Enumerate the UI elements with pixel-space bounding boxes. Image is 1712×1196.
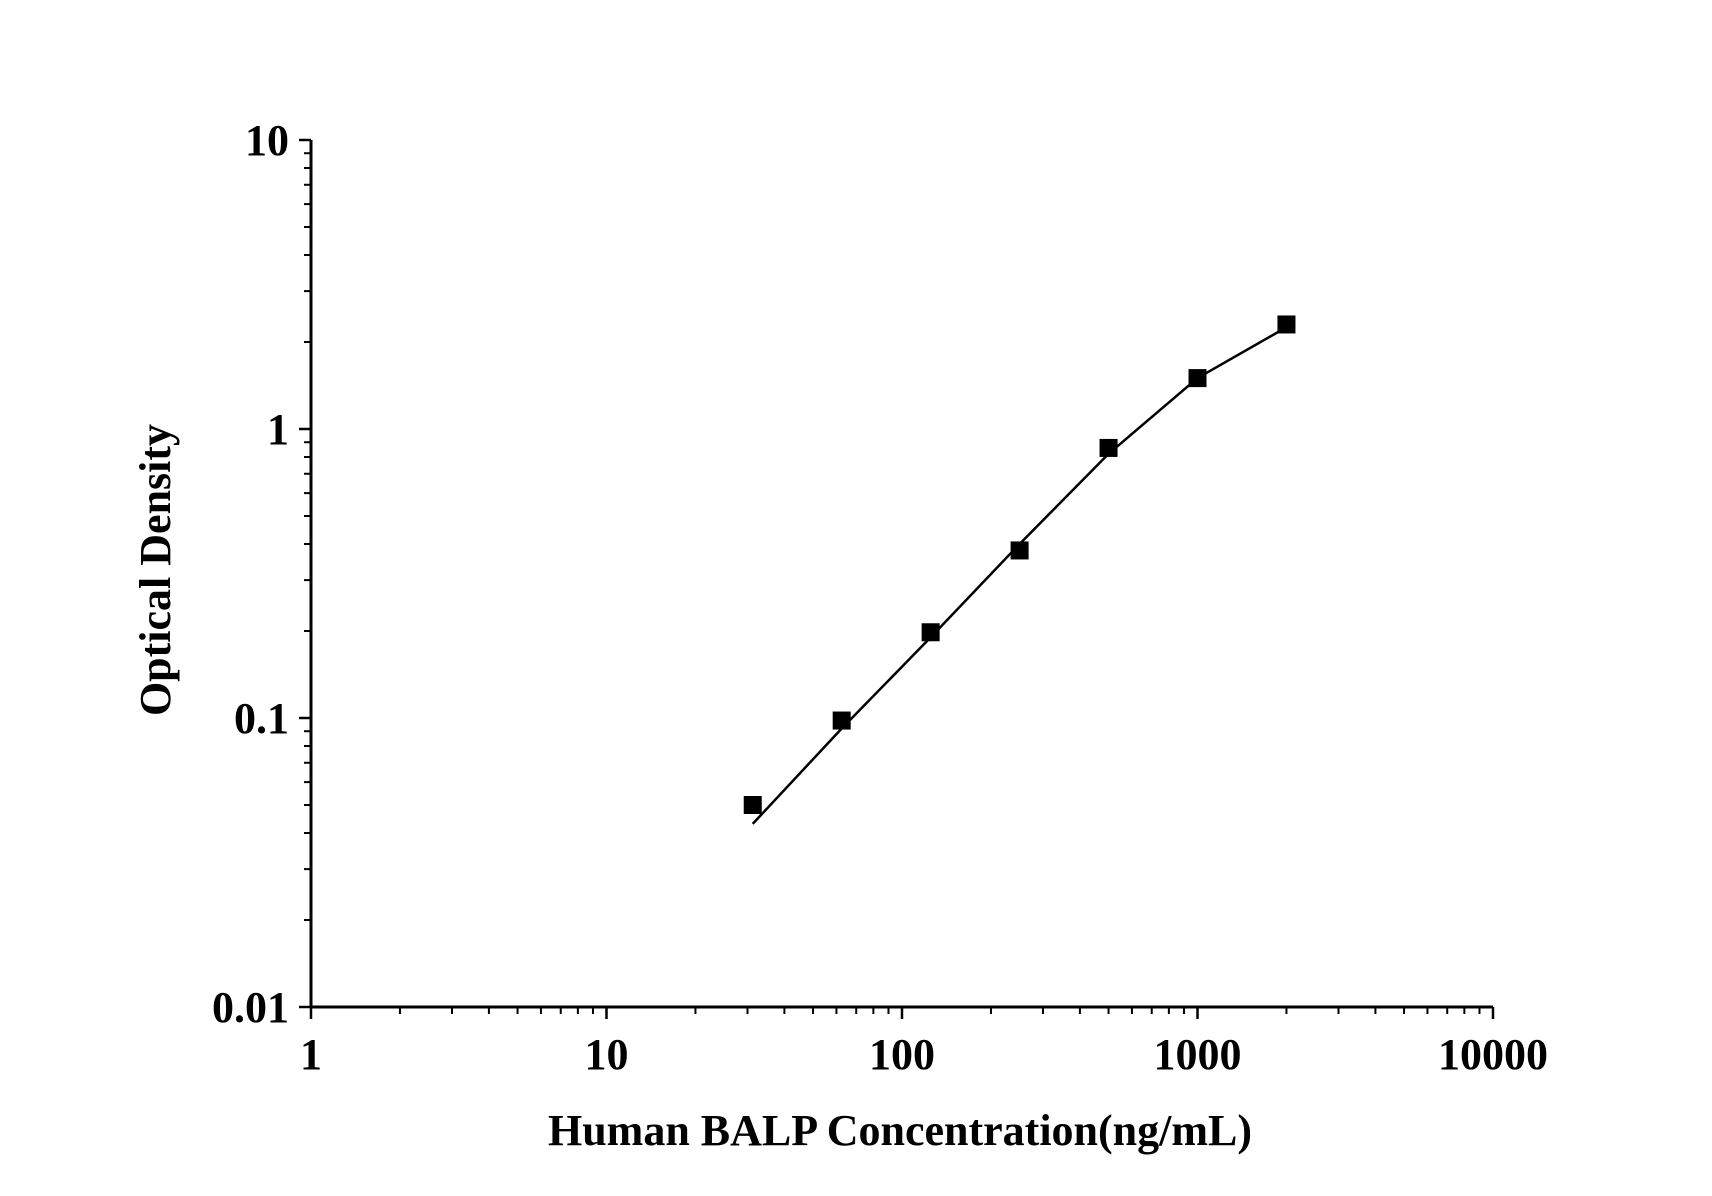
data-point [832, 711, 851, 730]
data-point [1188, 369, 1207, 388]
y-tick-label: 10 [245, 116, 289, 165]
y-tick-label: 1 [267, 405, 289, 454]
x-tick-label: 10 [585, 1030, 629, 1079]
y-tick-label: 0.1 [234, 694, 289, 743]
y-axis-title: Optical Density [131, 424, 180, 716]
data-point [1277, 315, 1296, 334]
x-tick-label: 1000 [1154, 1030, 1242, 1079]
fit-curve-layer [751, 326, 1288, 825]
axes: 1 10 100 1000 10000 0.01 0.1 1 10 [212, 116, 1548, 1079]
data-point [921, 623, 940, 642]
x-axis-title: Human BALP Concentration(ng/mL) [548, 1106, 1252, 1155]
x-tick-label: 100 [869, 1030, 935, 1079]
x-tick-label: 10000 [1438, 1030, 1548, 1079]
data-points-layer [743, 315, 1296, 814]
fit-curve [751, 326, 1288, 825]
y-tick-label: 0.01 [212, 983, 289, 1032]
x-tick-label: 1 [300, 1030, 322, 1079]
data-point [1099, 438, 1118, 457]
data-point [1010, 541, 1029, 560]
data-point [743, 795, 762, 814]
